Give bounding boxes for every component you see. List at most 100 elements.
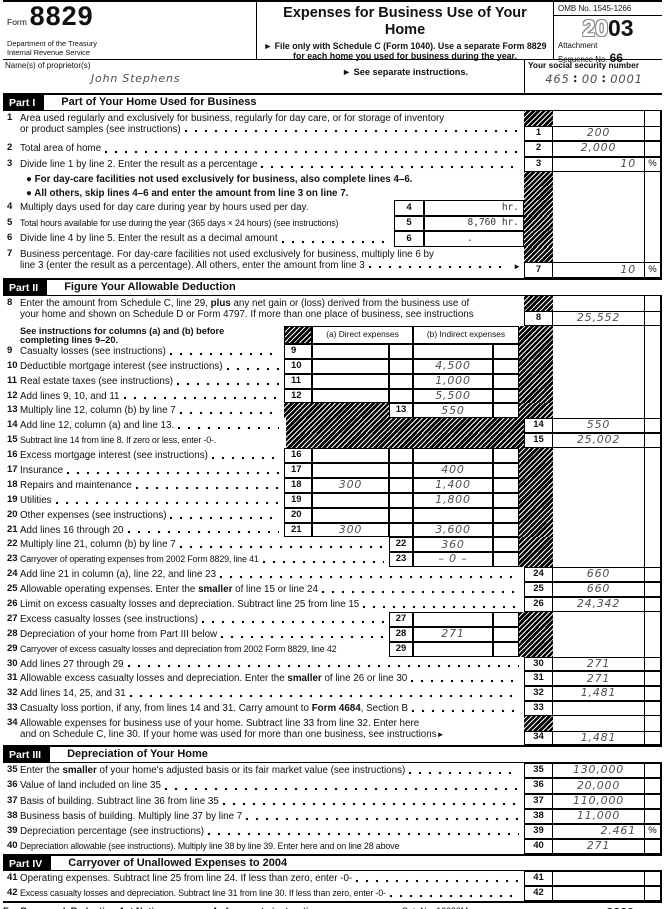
form-number: 8829 bbox=[29, 1, 94, 31]
hatch-cell bbox=[524, 231, 553, 247]
cents-cell[interactable] bbox=[645, 141, 662, 157]
cents-cell[interactable] bbox=[645, 433, 662, 449]
line11-direct[interactable] bbox=[312, 373, 389, 389]
line37-amount[interactable]: 110,000 bbox=[553, 793, 645, 809]
line31-label: Allowable excess casualty losses and dep… bbox=[20, 673, 408, 685]
line19-direct[interactable] bbox=[312, 492, 389, 508]
line10-indirect[interactable]: 4,500 bbox=[413, 358, 493, 374]
cents-cell[interactable] bbox=[645, 763, 662, 779]
entry-line-number: 14 bbox=[524, 418, 553, 434]
cents-cell[interactable] bbox=[645, 730, 662, 746]
line34-amount[interactable]: 1,481 bbox=[553, 730, 645, 746]
cents-cell[interactable] bbox=[645, 686, 662, 702]
line17-direct[interactable] bbox=[312, 463, 389, 478]
dot-leader bbox=[219, 570, 519, 581]
line6-amount[interactable]: . bbox=[424, 231, 524, 247]
line9-indirect[interactable] bbox=[413, 343, 493, 359]
line24-amount[interactable]: 660 bbox=[553, 567, 645, 583]
line-number: 30 bbox=[7, 657, 18, 669]
hatch-strip bbox=[519, 388, 553, 404]
line38-amount[interactable]: 11,000 bbox=[553, 808, 645, 824]
ssn-value[interactable]: 465 ∶ 00 ∶ 0001 bbox=[545, 71, 643, 86]
line11-indirect[interactable]: 1,000 bbox=[413, 373, 493, 389]
cents-cell[interactable] bbox=[645, 582, 662, 598]
line10-direct[interactable] bbox=[312, 358, 389, 374]
line14-amount[interactable]: 550 bbox=[553, 418, 645, 434]
hatch-strip bbox=[519, 358, 553, 374]
cents-cell[interactable] bbox=[645, 886, 662, 902]
line32-amount[interactable]: 1,481 bbox=[553, 686, 645, 702]
line30-amount[interactable]: 271 bbox=[553, 656, 645, 672]
cents-cell[interactable] bbox=[645, 656, 662, 672]
line5-amount[interactable]: 8,760 hr. bbox=[424, 215, 524, 232]
line22-amount[interactable]: 360 bbox=[413, 537, 493, 553]
line13-amount[interactable]: 550 bbox=[413, 403, 493, 419]
line12-indirect[interactable]: 5,500 bbox=[413, 388, 493, 404]
line-number: 28 bbox=[7, 627, 18, 639]
line21-direct[interactable]: 300 bbox=[312, 522, 389, 538]
line36-label: Value of land included on line 35 bbox=[20, 780, 161, 792]
line1-amount[interactable]: 200 bbox=[553, 126, 645, 141]
cents-cell[interactable] bbox=[645, 567, 662, 583]
line31-amount[interactable]: 271 bbox=[553, 671, 645, 687]
cents-cell[interactable] bbox=[645, 839, 662, 855]
line4-amount[interactable]: hr. bbox=[424, 200, 524, 216]
see-instructions: ► See separate instructions. bbox=[341, 66, 469, 77]
line26-amount[interactable]: 24,342 bbox=[553, 597, 645, 612]
line18-indirect[interactable]: 1,400 bbox=[413, 477, 493, 493]
line42-amount[interactable] bbox=[553, 886, 645, 902]
dot-leader bbox=[128, 689, 519, 700]
line23-amount[interactable]: – 0 – bbox=[413, 552, 493, 568]
dot-leader bbox=[221, 796, 519, 807]
line20-direct[interactable] bbox=[312, 507, 389, 523]
line19-indirect[interactable]: 1,800 bbox=[413, 492, 493, 508]
line2-amount[interactable]: 2,000 bbox=[553, 141, 645, 157]
line27-amount[interactable] bbox=[413, 611, 493, 627]
cents-cell[interactable] bbox=[645, 793, 662, 809]
line35-amount[interactable]: 130,000 bbox=[553, 763, 645, 779]
dot-leader bbox=[176, 376, 279, 387]
cents-cell[interactable] bbox=[645, 778, 662, 794]
line8-amount[interactable]: 25,552 bbox=[553, 310, 645, 326]
ssn-field[interactable]: Your social security number 465 ∶ 00 ∶ 0001 bbox=[524, 60, 662, 93]
name-value[interactable]: John Stephens bbox=[91, 72, 181, 86]
line16-direct[interactable] bbox=[312, 448, 389, 463]
line29-amount[interactable] bbox=[413, 641, 493, 657]
line34-label-b: and on Schedule C, line 30. If your home… bbox=[20, 729, 437, 741]
line33-amount[interactable] bbox=[553, 701, 645, 717]
cents-cell[interactable] bbox=[645, 418, 662, 434]
line20-indirect[interactable] bbox=[413, 507, 493, 523]
cents-cell[interactable] bbox=[645, 701, 662, 717]
line3-amount[interactable]: 10 bbox=[553, 156, 645, 172]
line41-amount[interactable] bbox=[553, 871, 645, 887]
line15-amount[interactable]: 25,002 bbox=[553, 433, 645, 449]
form-line-36: 36 Value of land included on line 35 36 2… bbox=[3, 778, 662, 794]
form-line-40: 40 Depreciation allowable (see instructi… bbox=[3, 839, 662, 855]
line21-indirect[interactable]: 3,600 bbox=[413, 522, 493, 538]
line7-amount[interactable]: 10 bbox=[553, 262, 645, 278]
cents-cell[interactable] bbox=[645, 808, 662, 824]
cents-cell[interactable] bbox=[645, 310, 662, 326]
line-number: 9 bbox=[7, 344, 13, 356]
column-a-header: (a) Direct expenses bbox=[312, 325, 413, 344]
line16-indirect[interactable] bbox=[413, 448, 493, 463]
line36-amount[interactable]: 20,000 bbox=[553, 778, 645, 794]
percent-cell: % bbox=[645, 262, 662, 278]
cents-cell[interactable] bbox=[645, 126, 662, 141]
line28-amount[interactable]: 271 bbox=[413, 626, 493, 642]
line39-amount[interactable]: 2.461 bbox=[553, 823, 645, 840]
line18-direct[interactable]: 300 bbox=[312, 477, 389, 493]
cents-cell[interactable] bbox=[645, 871, 662, 887]
line17-indirect[interactable]: 400 bbox=[413, 463, 493, 478]
line-number: 8 bbox=[7, 296, 13, 308]
line12-direct[interactable] bbox=[312, 388, 389, 404]
proprietor-name-field[interactable]: Name(s) of proprietor(s) John Stephens bbox=[3, 60, 524, 93]
line40-amount[interactable]: 271 bbox=[553, 839, 645, 855]
bullet-note-1: ● For day-care facilities not used exclu… bbox=[3, 172, 662, 187]
line9-direct[interactable] bbox=[312, 343, 389, 359]
cents-cell[interactable] bbox=[645, 597, 662, 612]
line25-amount[interactable]: 660 bbox=[553, 582, 645, 598]
cents-cell[interactable] bbox=[645, 671, 662, 687]
percent-cell: % bbox=[645, 823, 662, 840]
column-b-header: (b) Indirect expenses bbox=[413, 325, 519, 344]
